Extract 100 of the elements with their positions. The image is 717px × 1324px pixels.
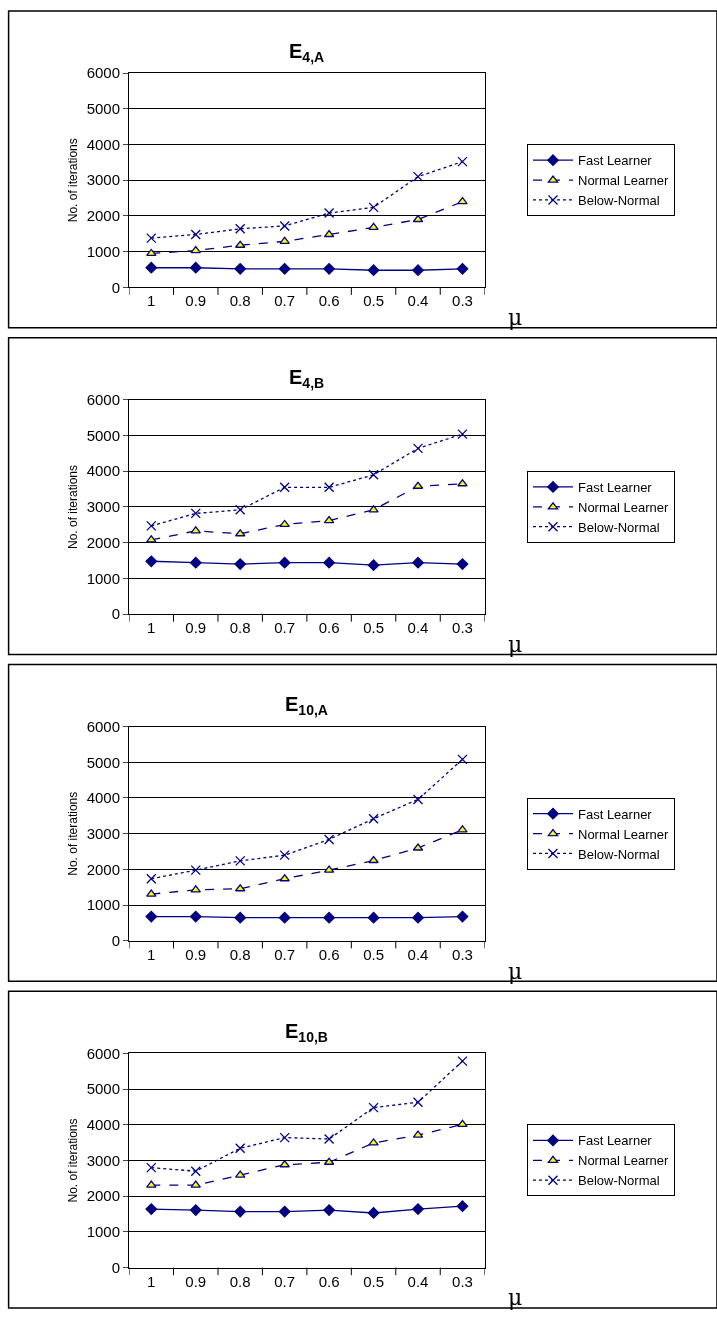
y-tick-label: 1000 [86, 242, 121, 260]
point [323, 1204, 335, 1216]
y-tick-label: 1000 [86, 1223, 121, 1241]
point [457, 1056, 468, 1067]
point [367, 1207, 380, 1219]
point [456, 558, 469, 570]
point [412, 214, 424, 223]
point [145, 910, 158, 923]
y-tick-label: 5000 [86, 1080, 121, 1098]
legend-label: Fast Learner [577, 1133, 653, 1149]
point [279, 220, 290, 232]
point [235, 223, 246, 234]
y-axis-title: No. of iterations [65, 791, 80, 876]
point [279, 874, 290, 882]
y-tick-label: 5000 [86, 100, 121, 118]
point [190, 865, 201, 876]
x-tick-label: 0.3 [452, 292, 473, 310]
point [457, 754, 468, 765]
x-axis-title: μ [508, 632, 523, 657]
point [279, 1132, 290, 1143]
point [235, 1143, 246, 1154]
y-axis-title: No. of iterations [65, 464, 80, 549]
point [146, 535, 157, 543]
point [323, 911, 335, 924]
x-tick-label: 0.8 [229, 619, 251, 637]
y-tick-label: 2000 [86, 1187, 121, 1205]
x-tick-label: 1 [147, 1272, 156, 1290]
y-tick-label: 4000 [86, 789, 121, 807]
x-tick-label: 0.3 [452, 945, 473, 963]
y-tick-label: 6000 [86, 391, 121, 409]
point [457, 197, 468, 205]
point [235, 855, 246, 867]
chart-title: E$_{4,A}$ [289, 40, 325, 66]
y-tick-label: 4000 [86, 135, 121, 153]
point [190, 508, 201, 519]
legend-label: Normal Learner [577, 173, 669, 189]
point [323, 229, 335, 238]
x-tick-label: 0.6 [318, 1272, 340, 1290]
y-axis-title: No. of iterations [65, 1118, 80, 1203]
y-tick-label: 4000 [86, 1115, 121, 1133]
point [234, 1205, 247, 1218]
legend-label: Normal Learner [577, 499, 669, 515]
point [323, 515, 335, 524]
x-axis-title: μ [508, 959, 523, 984]
x-tick-label: 0.4 [407, 1272, 429, 1290]
x-tick-label: 0.9 [185, 292, 207, 310]
point [189, 261, 202, 274]
point [412, 264, 424, 277]
x-tick-label: 0.5 [363, 1272, 384, 1290]
point [146, 248, 157, 257]
y-tick-label: 2000 [86, 533, 121, 551]
y-tick-label: 2000 [86, 860, 121, 878]
point [278, 1205, 291, 1218]
point [145, 555, 158, 568]
x-tick-label: 0.4 [407, 619, 429, 637]
point [412, 556, 424, 569]
point [367, 264, 380, 277]
chart-title: E$_{10,B}$ [285, 1020, 328, 1046]
point [457, 428, 468, 440]
point [234, 558, 247, 570]
x-tick-label: 0.3 [452, 1272, 473, 1290]
point [368, 813, 379, 824]
point [146, 1180, 157, 1188]
point [278, 911, 291, 924]
point [189, 556, 202, 569]
legend-label: Below-Normal [577, 846, 660, 862]
point [367, 559, 380, 572]
point [412, 443, 424, 454]
point [456, 262, 469, 275]
point [146, 520, 157, 532]
point [279, 519, 290, 528]
point [457, 479, 468, 487]
legend-label: Normal Learner [577, 1153, 669, 1169]
x-tick-label: 1 [147, 292, 156, 310]
point [145, 261, 158, 274]
x-tick-label: 0.8 [229, 292, 251, 310]
point [323, 556, 335, 569]
y-tick-label: 0 [111, 932, 121, 950]
y-tick-label: 4000 [86, 462, 121, 480]
point [323, 207, 335, 219]
x-tick-label: 0.6 [318, 619, 340, 637]
x-tick-label: 0.9 [185, 619, 207, 637]
point [190, 245, 202, 254]
point [456, 910, 469, 923]
y-tick-label: 6000 [86, 64, 121, 82]
point [278, 556, 291, 569]
x-tick-label: 0.8 [229, 1272, 251, 1290]
point [146, 232, 157, 244]
y-tick-label: 1000 [86, 896, 121, 914]
x-tick-label: 0.7 [274, 292, 296, 310]
x-tick-label: 0.9 [185, 945, 207, 963]
point [412, 1097, 424, 1108]
point [367, 911, 380, 924]
point [323, 834, 335, 845]
y-tick-label: 0 [111, 1258, 121, 1276]
legend-label: Below-Normal [577, 519, 660, 535]
point [234, 262, 247, 275]
x-tick-label: 1 [147, 619, 156, 637]
point [190, 1166, 201, 1177]
legend-label: Fast Learner [577, 153, 653, 169]
